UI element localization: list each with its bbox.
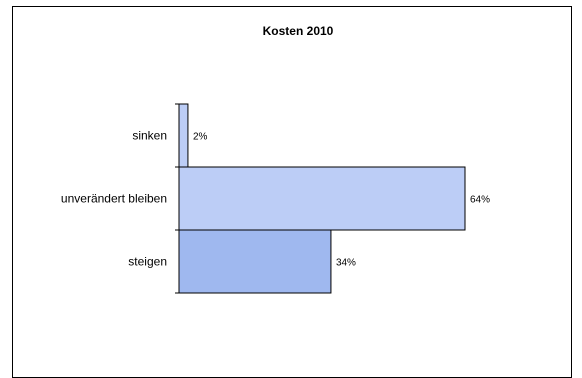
bar-0 [178, 103, 189, 168]
category-label-0: sinken [132, 129, 167, 143]
category-label-2: steigen [128, 255, 167, 269]
bars-layer [178, 103, 466, 294]
category-label-1: unverändert bleiben [61, 192, 167, 206]
bar-1 [178, 166, 466, 231]
bar-2 [178, 229, 332, 294]
data-label-1: 64% [470, 195, 490, 206]
category-ticks [175, 103, 179, 294]
chart-title: Kosten 2010 [263, 24, 334, 38]
labels-layer: sinken 2% unverändert bleiben 64% steigen 34% [61, 129, 490, 269]
data-label-2: 34% [336, 258, 356, 269]
data-label-0: 2% [193, 132, 208, 143]
